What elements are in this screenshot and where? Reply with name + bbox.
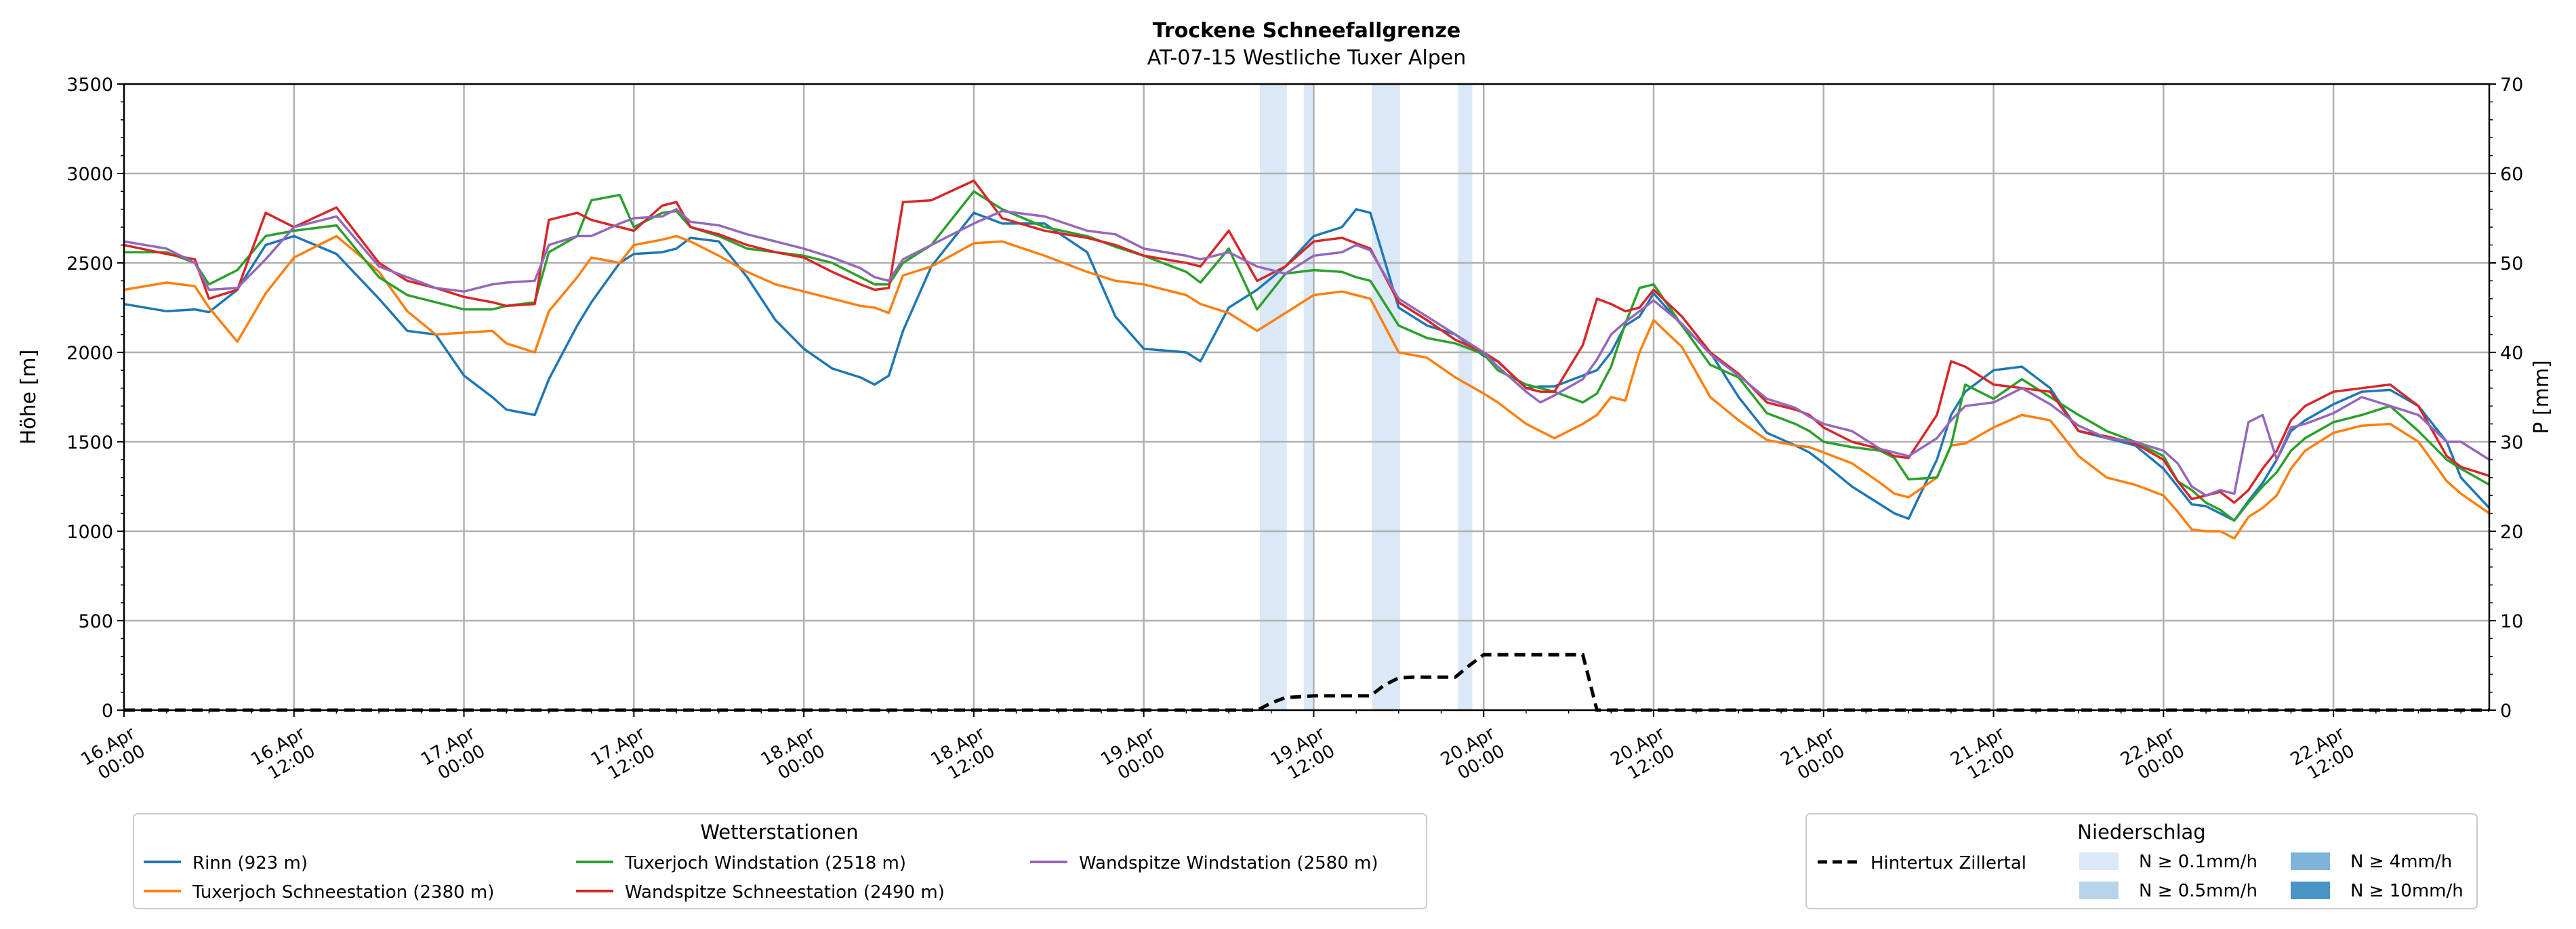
left-axis: 0 500 1000 1500 2000 2500 3000 3500 bbox=[66, 75, 124, 722]
legend-precip-label-3: N ≥ 10mm/h bbox=[2350, 881, 2463, 901]
station-line-3 bbox=[123, 179, 2490, 504]
y-tick-label-5: 2500 bbox=[66, 253, 113, 274]
y-tick-label-3: 1500 bbox=[66, 432, 113, 453]
y-tick-label-4: 2000 bbox=[66, 343, 113, 364]
y2-axis-label: P [mm] bbox=[2530, 360, 2554, 434]
legend-stations-box bbox=[133, 813, 1427, 909]
y2-tick-label-6: 60 bbox=[2500, 164, 2523, 185]
station-line-1 bbox=[123, 234, 2490, 540]
chart-subtitle: AT-07-15 Westliche Tuxer Alpen bbox=[1147, 46, 1467, 70]
legend-precip-swatch-1 bbox=[2079, 882, 2119, 899]
precip-line-hintertux bbox=[124, 653, 2489, 712]
legend-precip-label-2: N ≥ 4mm/h bbox=[2350, 852, 2452, 872]
y-tick-label-2: 1000 bbox=[66, 522, 113, 543]
legend-precipitation: Niederschlag Hintertux Zillertal N ≥ 0.1… bbox=[1805, 813, 2478, 909]
y2-tick-label-4: 40 bbox=[2500, 343, 2523, 364]
y-axis-label: Höhe [m] bbox=[17, 350, 41, 445]
legend-precip-swatch-3 bbox=[2291, 882, 2330, 899]
y2-tick-label-5: 50 bbox=[2500, 253, 2523, 274]
y-tick-label-0: 0 bbox=[102, 701, 113, 722]
precip-span-0 bbox=[1260, 84, 1287, 710]
y2-tick-label-1: 10 bbox=[2500, 611, 2523, 632]
legend-precip-label-0: N ≥ 0.1mm/h bbox=[2139, 852, 2257, 872]
y-tick-label-6: 3000 bbox=[66, 164, 113, 185]
y2-tick-label-2: 20 bbox=[2500, 522, 2523, 543]
precipitation-line bbox=[124, 653, 2489, 712]
legend-station-label-4: Wandspitze Windstation (2580 m) bbox=[1079, 853, 1378, 873]
grid bbox=[124, 84, 2489, 710]
legend-station-label-0: Rinn (923 m) bbox=[192, 853, 308, 873]
precipitation-spans bbox=[1260, 84, 1473, 710]
station-lines bbox=[123, 179, 2491, 540]
legend-precip-swatch-2 bbox=[2291, 852, 2330, 870]
precip-span-3 bbox=[1458, 84, 1473, 710]
precip-span-2 bbox=[1372, 84, 1400, 710]
y-tick-label-1: 500 bbox=[78, 611, 113, 632]
legend-station-label-3: Wandspitze Schneestation (2490 m) bbox=[625, 882, 945, 903]
right-axis: 0 10 20 30 40 50 60 70 bbox=[2489, 75, 2523, 722]
legend-precip-line-label: Hintertux Zillertal bbox=[1870, 853, 2026, 873]
legend-precip-label-1: N ≥ 0.5mm/h bbox=[2139, 881, 2257, 901]
legend-stations: Wetterstationen Rinn (923 m) Tuxerjoch Sc… bbox=[133, 813, 1427, 909]
plot-frame bbox=[123, 83, 2491, 711]
legend-station-label-1: Tuxerjoch Schneestation (2380 m) bbox=[192, 882, 494, 903]
y2-tick-label-7: 70 bbox=[2500, 75, 2523, 96]
legend-precip-swatch-0 bbox=[2079, 852, 2119, 870]
y2-tick-label-0: 0 bbox=[2500, 701, 2512, 722]
chart-title: Trockene Schneefallgrenze bbox=[1153, 19, 1460, 43]
precip-span-1 bbox=[1303, 84, 1314, 710]
y-tick-label-7: 3500 bbox=[66, 75, 113, 96]
legend-precip-title: Niederschlag bbox=[2077, 821, 2205, 844]
station-line-4 bbox=[123, 208, 2490, 497]
legend-stations-title: Wetterstationen bbox=[700, 821, 858, 844]
y2-tick-label-3: 30 bbox=[2500, 432, 2523, 453]
legend-station-label-2: Tuxerjoch Windstation (2518 m) bbox=[624, 853, 906, 873]
